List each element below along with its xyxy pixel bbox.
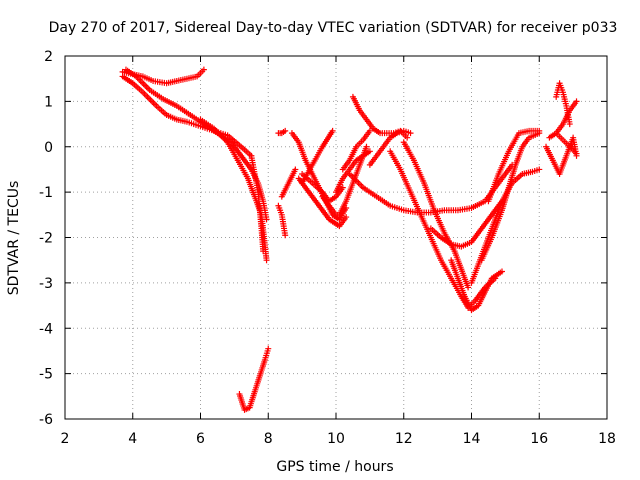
data-point-markers (339, 127, 373, 173)
y-tick-label: 2 (44, 49, 53, 65)
data-point-markers (275, 202, 289, 239)
x-tick-label: 2 (61, 431, 70, 447)
x-tick-label: 18 (598, 431, 616, 447)
data-point-markers (295, 175, 350, 230)
series-track-n (299, 127, 336, 187)
data-point-markers (553, 80, 573, 128)
data-point-markers (485, 127, 543, 205)
series-track-g (275, 127, 289, 137)
series-track-f (236, 345, 272, 413)
chart-title: Day 270 of 2017, Sidereal Day-to-day VTE… (49, 20, 618, 36)
y-tick-label: -2 (39, 231, 53, 247)
y-tick-label: -4 (39, 321, 53, 337)
data-point-markers (248, 152, 267, 255)
x-tick-label: 14 (463, 431, 481, 447)
series-track-z (485, 127, 543, 205)
series-track-cc (553, 80, 573, 128)
series-track-r (366, 127, 414, 168)
series-track-i (278, 166, 299, 200)
chart-grid (65, 56, 607, 419)
data-point-markers (299, 127, 336, 187)
data-point-markers (448, 257, 505, 314)
series-track-dd (553, 130, 580, 157)
series-track-k (295, 175, 350, 230)
data-point-markers (478, 130, 543, 264)
series-track-w (448, 257, 505, 314)
series-track-h (275, 202, 289, 239)
y-tick-label: -5 (39, 367, 53, 383)
series-track-e (248, 152, 267, 255)
y-tick-label: 1 (44, 94, 53, 110)
series-track-o (333, 148, 373, 196)
x-tick-label: 10 (327, 431, 345, 447)
data-point-markers (278, 166, 299, 200)
x-tick-label: 6 (196, 431, 205, 447)
data-point-markers (333, 148, 373, 196)
y-tick-label: -6 (39, 412, 53, 428)
series-track-y (478, 130, 543, 264)
y-tick-label: -1 (39, 185, 53, 201)
data-points (119, 66, 580, 413)
y-tick-label: -3 (39, 276, 53, 292)
data-point-markers (236, 345, 272, 413)
x-tick-label: 12 (395, 431, 413, 447)
y-tick-label: 0 (44, 140, 53, 156)
x-axis-label: GPS time / hours (276, 459, 393, 475)
data-point-markers (553, 130, 580, 157)
y-axis-label: SDTVAR / TECUs (6, 181, 22, 296)
x-tick-label: 16 (530, 431, 548, 447)
data-point-markers (427, 198, 505, 250)
series-track-q (339, 127, 373, 173)
data-point-markers (275, 127, 289, 137)
x-tick-label: 8 (264, 431, 273, 447)
data-point-markers (366, 127, 414, 168)
series-track-v (427, 198, 505, 250)
x-tick-label: 4 (128, 431, 137, 447)
